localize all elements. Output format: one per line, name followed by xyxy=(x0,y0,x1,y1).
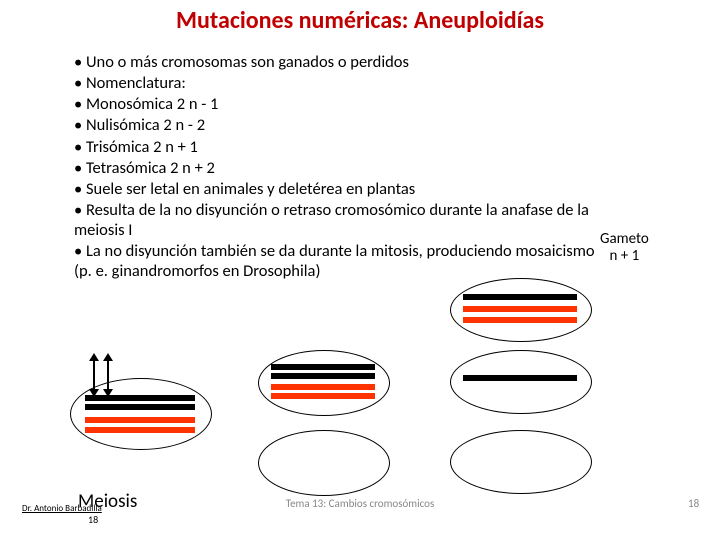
page-title: Mutaciones numéricas: Aneuploidías xyxy=(0,6,720,35)
cell-gamete5 xyxy=(450,430,592,494)
bullet-item: • La no disyunción también se da durante… xyxy=(74,241,614,281)
bullet-item: • Suele ser letal en animales y deletére… xyxy=(74,179,614,199)
gameto-label: Gameto n + 1 xyxy=(600,231,649,264)
bullet-item: • Monosómica 2 n - 1 xyxy=(74,94,614,114)
chromosome xyxy=(85,427,194,433)
chromosome xyxy=(463,375,578,381)
bullet-item: • Nomenclatura: xyxy=(74,73,614,93)
chromosome xyxy=(271,364,375,370)
bullet-item: • Resulta de la no disyunción o retraso … xyxy=(74,200,614,240)
cell-gamete1 xyxy=(258,350,390,416)
footer-page-number: 18 xyxy=(688,497,699,510)
footer-topic: Tema 13: Cambios cromosómicos xyxy=(0,497,720,510)
arrow-head-icon xyxy=(89,353,99,361)
arrow-head-icon xyxy=(103,389,113,397)
chromosome xyxy=(271,373,375,379)
page18-small: 18 xyxy=(88,513,98,526)
chromosome xyxy=(463,317,578,323)
chromosome xyxy=(463,306,578,312)
chromosome xyxy=(85,417,194,423)
arrow-head-icon xyxy=(89,389,99,397)
bullet-item: • Uno o más cromosomas son ganados o per… xyxy=(74,52,614,72)
cell-gamete2 xyxy=(258,430,390,496)
chromosome xyxy=(85,404,194,410)
chromosome xyxy=(463,294,578,300)
bullet-item: • Tetrasómica 2 n + 2 xyxy=(74,158,614,178)
bullet-item: • Trisómica 2 n + 1 xyxy=(74,137,614,157)
gameto-line1: Gameto xyxy=(600,230,649,248)
nondisjunction-arrow xyxy=(107,360,109,390)
chromosome xyxy=(271,393,375,399)
chromosome xyxy=(271,384,375,390)
bullet-list: • Uno o más cromosomas son ganados o per… xyxy=(74,52,614,282)
cell-gamete4 xyxy=(450,350,592,414)
arrow-head-icon xyxy=(103,353,113,361)
chromosome xyxy=(85,395,194,401)
slide: { "title": { "text": "Mutaciones numéric… xyxy=(0,0,720,540)
nondisjunction-arrow xyxy=(93,360,95,390)
gameto-line2: n + 1 xyxy=(610,247,640,265)
bullet-item: • Nulisómica 2 n - 2 xyxy=(74,115,614,135)
